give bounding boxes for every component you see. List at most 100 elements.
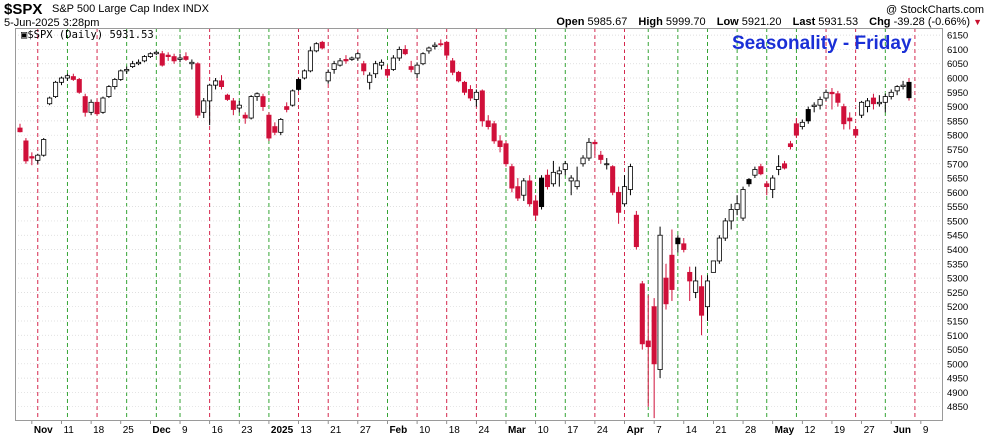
candle-body <box>734 203 740 210</box>
candle-body <box>888 91 894 97</box>
candle-body <box>325 71 331 82</box>
candle-body <box>568 177 574 182</box>
stockcharts-credit[interactable]: @ StockCharts.com <box>886 4 984 16</box>
candle-body <box>224 94 230 100</box>
candle-body <box>805 109 811 122</box>
y-tick-label: 6150 <box>947 31 968 42</box>
candle-body <box>645 340 651 348</box>
x-tick-label: 12 <box>804 425 816 436</box>
candle-body <box>106 86 112 97</box>
y-tick-label: 5000 <box>947 359 968 370</box>
candle-body <box>177 57 183 60</box>
candle-body <box>527 180 533 205</box>
y-tick-label: 5850 <box>947 116 968 127</box>
y-tick-label: 5300 <box>947 274 968 285</box>
x-tick-label: 10 <box>538 425 550 436</box>
candle-body <box>284 106 290 110</box>
candle-body <box>829 91 835 95</box>
candle-body <box>509 166 515 189</box>
candle-body <box>586 141 592 159</box>
candle-body <box>414 64 420 75</box>
candle-body <box>361 63 367 72</box>
candle-body <box>355 53 361 59</box>
candle-body <box>699 286 705 316</box>
candle-body <box>213 80 219 86</box>
y-tick-label: 5950 <box>947 88 968 99</box>
ticker-symbol: $SPX <box>4 1 43 18</box>
candle-body <box>604 163 610 166</box>
last-value: 5931.53 <box>818 16 859 28</box>
candle-body <box>497 140 503 148</box>
candle-body <box>503 143 509 165</box>
y-tick-label: 4850 <box>947 402 968 413</box>
candle-body <box>847 117 853 122</box>
candle-body <box>420 53 426 65</box>
candle-body <box>195 63 201 116</box>
candle-body <box>722 220 728 239</box>
change-label: Chg <box>869 16 891 28</box>
index-name: S&P 500 Large Cap Index INDX <box>52 3 209 15</box>
legend-swatch-icon: ▣ <box>21 29 28 41</box>
x-tick-label: 18 <box>93 425 105 436</box>
high-value: 5999.70 <box>665 16 706 28</box>
y-tick-label: 4900 <box>947 388 968 399</box>
candle-body <box>23 140 29 162</box>
candle-body <box>349 57 355 60</box>
y-tick-label: 5500 <box>947 216 968 227</box>
x-tick-label: 11 <box>63 425 74 436</box>
candle-body <box>159 53 165 66</box>
candle-body <box>461 81 468 93</box>
candle-body <box>242 114 248 119</box>
open-value: 5985.67 <box>587 16 628 28</box>
x-tick-label: 18 <box>449 425 461 436</box>
x-tick-label: Mar <box>508 425 526 436</box>
candle-body <box>183 56 189 60</box>
candle-body <box>230 100 236 110</box>
x-tick-label: Dec <box>152 425 171 436</box>
candle-body <box>876 101 882 105</box>
candle-body <box>236 104 242 109</box>
x-tick-label: 27 <box>864 425 876 436</box>
x-tick-label: 24 <box>478 425 490 436</box>
candle-body <box>373 63 379 75</box>
candle-body <box>402 49 408 55</box>
candle-body <box>390 57 396 70</box>
candle-body <box>41 139 47 156</box>
candle-body <box>704 280 711 308</box>
candle-body <box>580 157 586 165</box>
candle-body <box>485 120 491 128</box>
y-tick-label: 4950 <box>947 374 968 385</box>
y-tick-label: 5350 <box>947 259 968 270</box>
candle-body <box>716 237 722 262</box>
candle-body <box>675 237 681 245</box>
candle-body <box>456 71 462 82</box>
y-tick-label: 6050 <box>947 59 968 70</box>
candle-body <box>616 191 622 213</box>
candle-body <box>100 97 106 113</box>
candle-body <box>171 56 177 62</box>
candle-body <box>823 91 829 99</box>
candle-body <box>592 141 598 145</box>
candle-body <box>651 306 657 365</box>
candle-body <box>307 50 313 72</box>
candle-body <box>290 90 296 106</box>
low-value: 5921.20 <box>741 16 782 28</box>
candle-body <box>17 127 23 133</box>
x-tick-label: 16 <box>212 425 224 436</box>
legend-text: $SPX (Daily) 5931.53 <box>27 29 154 41</box>
x-tick-label: 19 <box>834 425 846 436</box>
candle-body <box>556 170 562 175</box>
candle-body <box>53 81 59 97</box>
candle-body <box>841 106 847 125</box>
x-tick-label: Nov <box>34 425 53 436</box>
series-legend: ▣$SPX (Daily) 5931.53 <box>21 29 154 41</box>
candle-body <box>301 70 308 79</box>
candle-body <box>444 41 450 56</box>
candle-body <box>426 47 432 52</box>
candle-body <box>141 56 147 62</box>
candle-body <box>343 59 349 62</box>
candle-body <box>533 200 539 216</box>
candle-body <box>864 100 871 107</box>
